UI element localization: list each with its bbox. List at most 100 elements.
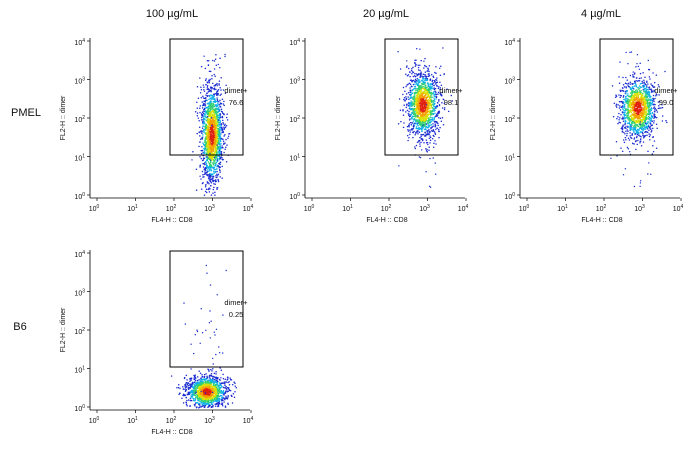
event-dot bbox=[409, 91, 411, 94]
event-dot bbox=[210, 181, 213, 184]
event-dot bbox=[208, 79, 210, 81]
event-dot bbox=[202, 123, 205, 125]
event-dot bbox=[622, 120, 625, 122]
x-tick-label: 104 bbox=[673, 204, 684, 213]
event-dot bbox=[641, 116, 644, 119]
event-dot bbox=[627, 93, 629, 95]
event-dot bbox=[219, 67, 221, 69]
event-dot bbox=[184, 386, 187, 389]
event-dot bbox=[429, 130, 431, 133]
event-dot bbox=[205, 162, 208, 165]
event-dot bbox=[202, 95, 204, 98]
event-dot bbox=[643, 106, 645, 108]
event-dot bbox=[637, 113, 640, 115]
event-dot bbox=[429, 142, 431, 144]
event-dot bbox=[646, 128, 649, 130]
event-dot bbox=[422, 73, 425, 75]
event-dot bbox=[418, 140, 420, 142]
event-dot bbox=[223, 381, 225, 383]
event-dot bbox=[622, 102, 624, 104]
tick-exponent: 1 bbox=[135, 204, 138, 210]
event-dot bbox=[414, 83, 416, 86]
event-dot bbox=[234, 390, 236, 393]
event-dot bbox=[208, 98, 210, 101]
event-dot bbox=[612, 115, 615, 118]
event-dot bbox=[418, 89, 420, 91]
event-dot bbox=[411, 116, 414, 118]
event-dot bbox=[412, 125, 415, 127]
event-dot bbox=[424, 71, 427, 73]
event-cloud bbox=[170, 264, 238, 409]
event-dot bbox=[643, 79, 645, 81]
event-dot bbox=[425, 118, 427, 120]
event-dot bbox=[423, 90, 425, 93]
event-dot bbox=[431, 103, 434, 105]
event-dot bbox=[421, 108, 424, 110]
event-dot bbox=[213, 94, 215, 96]
event-dot bbox=[199, 77, 201, 79]
event-dot bbox=[206, 134, 208, 137]
event-dot bbox=[655, 93, 657, 95]
event-dot bbox=[616, 155, 618, 157]
event-dot bbox=[204, 147, 206, 149]
event-dot bbox=[223, 127, 225, 130]
event-dot bbox=[424, 84, 427, 87]
event-dot bbox=[226, 144, 228, 146]
event-dot bbox=[411, 92, 414, 94]
event-dot bbox=[426, 133, 429, 136]
event-dot bbox=[630, 111, 633, 114]
event-dot bbox=[618, 76, 620, 78]
event-dot bbox=[225, 161, 228, 163]
event-dot bbox=[640, 100, 643, 102]
event-dot bbox=[618, 112, 620, 115]
event-dot bbox=[214, 126, 217, 128]
event-dot bbox=[631, 119, 633, 121]
event-dot bbox=[634, 127, 636, 130]
event-dot bbox=[625, 127, 627, 130]
event-dot bbox=[219, 156, 221, 158]
event-dot bbox=[648, 135, 651, 138]
event-dot bbox=[652, 94, 655, 97]
event-dot bbox=[631, 142, 634, 144]
event-dot bbox=[421, 103, 424, 105]
event-dot bbox=[638, 132, 640, 135]
event-dot bbox=[221, 165, 223, 168]
event-dot bbox=[207, 173, 209, 176]
event-dot bbox=[641, 114, 644, 117]
event-dot bbox=[218, 101, 220, 103]
event-dot bbox=[425, 125, 427, 127]
event-dot bbox=[623, 109, 625, 111]
event-dot bbox=[417, 91, 420, 94]
event-dot bbox=[439, 74, 442, 77]
event-dot bbox=[419, 156, 422, 159]
event-dot bbox=[633, 138, 635, 140]
event-dot bbox=[408, 136, 410, 139]
event-dot bbox=[633, 103, 635, 105]
event-dot bbox=[428, 126, 430, 128]
event-dot bbox=[409, 83, 412, 85]
event-dot bbox=[648, 108, 651, 111]
event-dot bbox=[204, 118, 206, 121]
event-dot bbox=[407, 105, 410, 107]
event-dot bbox=[629, 120, 631, 122]
event-dot bbox=[413, 95, 416, 98]
event-dot bbox=[208, 150, 211, 153]
event-dot bbox=[433, 93, 435, 96]
event-dot bbox=[629, 51, 631, 54]
event-dot bbox=[207, 112, 209, 115]
event-dot bbox=[625, 138, 627, 141]
y-tick-label: 103 bbox=[289, 77, 300, 86]
event-dot bbox=[442, 47, 444, 49]
tick-exponent: 2 bbox=[174, 204, 177, 210]
gate-name: dimer+ bbox=[439, 86, 463, 95]
tick-base: 10 bbox=[166, 206, 174, 213]
event-dot bbox=[213, 372, 216, 374]
event-dot bbox=[433, 142, 435, 145]
event-dot bbox=[420, 71, 422, 73]
event-dot bbox=[627, 130, 629, 133]
event-dot bbox=[407, 139, 409, 142]
event-dot bbox=[429, 104, 432, 106]
event-dot bbox=[407, 96, 409, 98]
event-dot bbox=[419, 48, 421, 50]
event-dot bbox=[631, 86, 634, 88]
